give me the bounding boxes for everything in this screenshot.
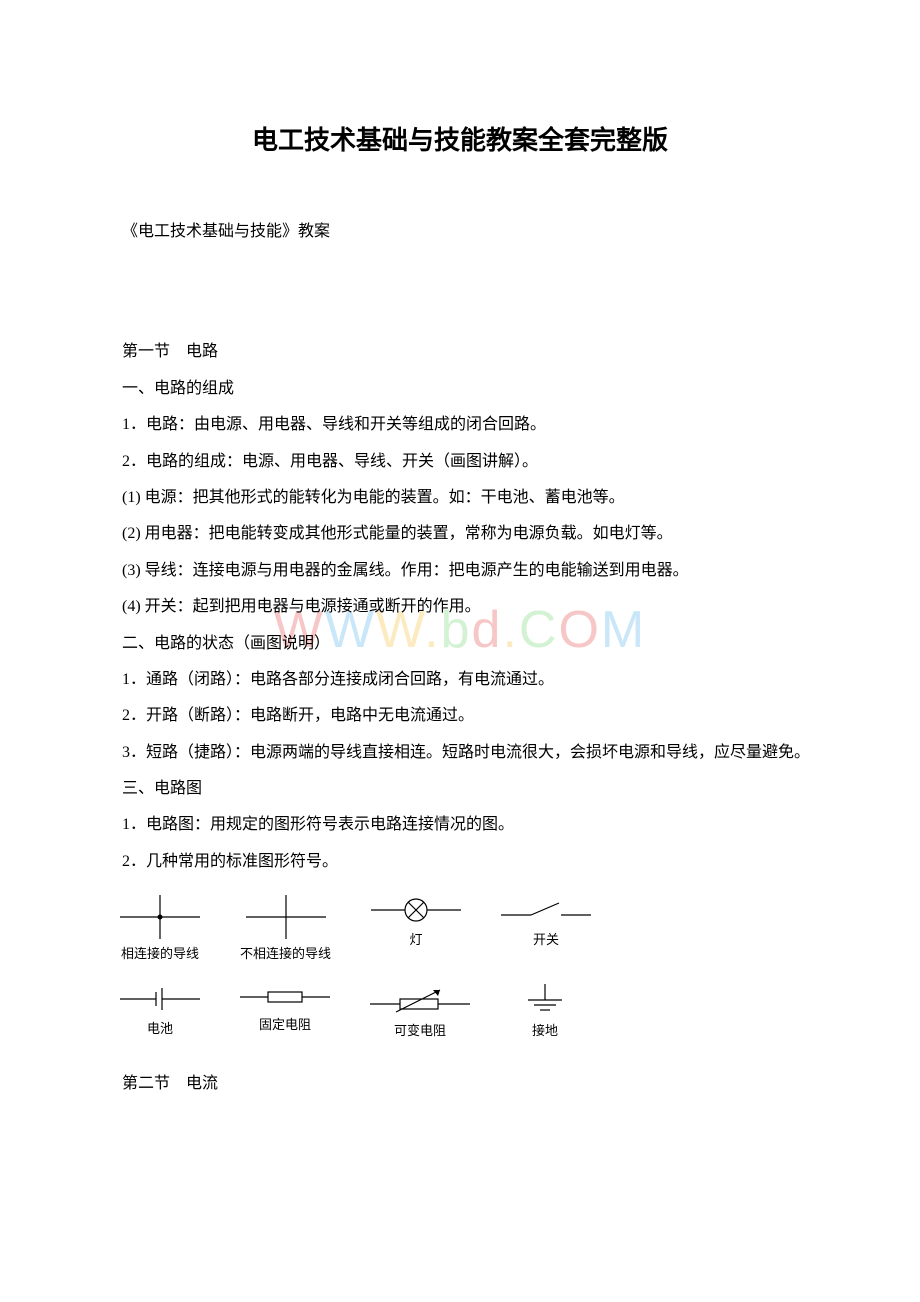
- cross-icon: [246, 895, 326, 939]
- document-page: 电工技术基础与技能教案全套完整版 《电工技术基础与技能》教案 第一节 电路 一、…: [0, 0, 920, 1166]
- body-text: 1．电路：由电源、用电器、导线和开关等组成的闭合回路。: [90, 410, 830, 440]
- symbol-varresistor: 可变电阻: [370, 984, 470, 1039]
- resistor-icon: [240, 984, 330, 1010]
- body-text: (3) 导线：连接电源与用电器的金属线。作用：把电源产生的电能输送到用电器。: [90, 556, 830, 586]
- subsection-heading: 二、电路的状态（画图说明）: [90, 629, 830, 659]
- symbol-label: 不相连接的导线: [240, 943, 331, 962]
- body-text: (2) 用电器：把电能转变成其他形式能量的装置，常称为电源负载。如电灯等。: [90, 519, 830, 549]
- symbol-resistor: 固定电阻: [240, 984, 330, 1033]
- symbol-label: 固定电阻: [259, 1014, 311, 1033]
- symbol-cross: 不相连接的导线: [240, 895, 331, 962]
- subsection-heading: 三、电路图: [90, 774, 830, 804]
- lamp-icon: [371, 895, 461, 925]
- body-text: (1) 电源：把其他形式的能转化为电能的装置。如：干电池、蓄电池等。: [90, 483, 830, 513]
- section-heading: 第二节 电流: [90, 1069, 830, 1099]
- symbol-ground: 接地: [510, 984, 580, 1039]
- symbol-label: 电池: [147, 1018, 173, 1037]
- body-text: 1．通路（闭路）：电路各部分连接成闭合回路，有电流通过。: [90, 665, 830, 695]
- symbol-label: 开关: [533, 929, 559, 948]
- symbol-row: 电池 固定电阻 可变电阻: [120, 984, 830, 1039]
- body-text: 2．开路（断路）：电路断开，电路中无电流通过。: [90, 701, 830, 731]
- ground-icon: [510, 984, 580, 1016]
- symbol-junction: 相连接的导线: [120, 895, 200, 962]
- document-subtitle: 《电工技术基础与技能》教案: [90, 217, 830, 247]
- symbol-label: 灯: [410, 929, 423, 948]
- body-text: (4) 开关：起到把用电器与电源接通或断开的作用。: [90, 592, 830, 622]
- circuit-symbols-figure: 相连接的导线 不相连接的导线 灯: [120, 895, 830, 1039]
- body-text: 1．电路图：用规定的图形符号表示电路连接情况的图。: [90, 810, 830, 840]
- symbol-lamp: 灯: [371, 895, 461, 948]
- junction-icon: [120, 895, 200, 939]
- symbol-battery: 电池: [120, 984, 200, 1037]
- symbol-label: 可变电阻: [394, 1020, 446, 1039]
- symbol-label: 相连接的导线: [121, 943, 199, 962]
- symbol-switch: 开关: [501, 895, 591, 948]
- battery-icon: [120, 984, 200, 1014]
- subsection-heading: 一、电路的组成: [90, 374, 830, 404]
- symbol-row: 相连接的导线 不相连接的导线 灯: [120, 895, 830, 962]
- switch-icon: [501, 895, 591, 925]
- body-text: 3．短路（捷路）：电源两端的导线直接相连。短路时电流很大，会损坏电源和导线，应尽…: [90, 738, 830, 768]
- body-text: 2．电路的组成：电源、用电器、导线、开关（画图讲解）。: [90, 447, 830, 477]
- document-title: 电工技术基础与技能教案全套完整版: [90, 120, 830, 157]
- body-text: 2．几种常用的标准图形符号。: [90, 847, 830, 877]
- varresistor-icon: [370, 984, 470, 1016]
- symbol-label: 接地: [532, 1020, 558, 1039]
- section-heading: 第一节 电路: [90, 337, 830, 367]
